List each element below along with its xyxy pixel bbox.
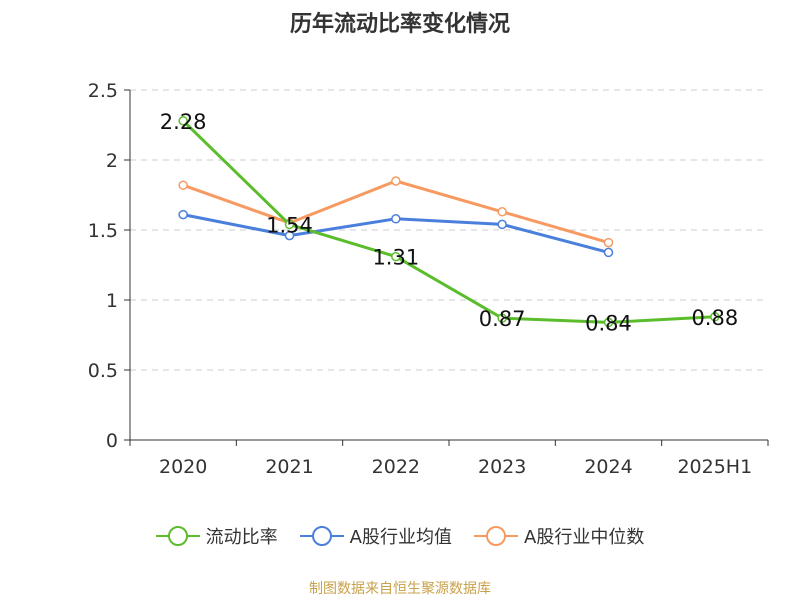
data-label: 1.54 [266, 213, 313, 237]
legend-swatch-icon [474, 526, 518, 546]
legend-item[interactable]: A股行业均值 [299, 523, 452, 549]
legend: 流动比率 A股行业均值 A股行业中位数 [0, 518, 800, 554]
data-label-layer: 2.28 1.54 1.31 0.87 0.84 0.88 [160, 110, 738, 336]
series-point-2 [391, 176, 401, 186]
y-tick-label: 0 [106, 430, 118, 452]
series-point-0 [284, 219, 295, 230]
axis-layer: 0 0.5 1 1.5 2 2.5 2020 2021 2022 2023 2024 2025H1 [88, 80, 769, 478]
data-label: 0.88 [691, 306, 738, 330]
y-tick-label: 1.5 [88, 220, 118, 242]
series-point-0 [178, 116, 188, 126]
data-label: 2.28 [160, 110, 207, 134]
x-tick-label: 2025H1 [677, 456, 752, 478]
series-point-0 [603, 317, 614, 328]
series-point-2 [497, 207, 507, 217]
legend-swatch-icon [155, 526, 200, 546]
source-note: 制图数据来自恒生聚源数据库 [309, 581, 491, 597]
x-tick-label: 2020 [159, 456, 207, 478]
legend-label: 流动比率 [205, 527, 278, 548]
chart-title: 历年流动比率变化情况 [289, 12, 510, 37]
series-point-1 [391, 214, 401, 224]
data-label: 0.84 [585, 311, 632, 335]
series-line-2 [182, 179, 609, 245]
data-label: 0.87 [479, 307, 526, 331]
legend-swatch-icon [299, 526, 344, 546]
series-point-2 [178, 180, 188, 190]
x-tick-label: 2023 [478, 456, 526, 478]
series-layer [178, 116, 720, 328]
y-tick-label: 0.5 [88, 360, 118, 382]
series-point-1 [284, 230, 295, 241]
y-tick-label: 2.5 [88, 80, 118, 102]
series-point-0 [391, 251, 401, 262]
series-point-1 [603, 247, 614, 258]
legend-label: A股行业均值 [349, 527, 452, 548]
data-label: 1.31 [372, 246, 419, 270]
y-tick-label: 1 [106, 290, 118, 312]
x-tick-label: 2022 [372, 456, 420, 478]
legend-label: A股行业中位数 [524, 527, 645, 548]
x-tick-label: 2021 [265, 456, 313, 478]
series-point-0 [497, 313, 507, 323]
legend-item[interactable]: 流动比率 [155, 523, 278, 549]
series-point-0 [710, 312, 720, 322]
series-point-2 [603, 237, 614, 248]
series-point-1 [497, 219, 507, 230]
y-tick-label: 2 [106, 150, 118, 172]
grid-layer [130, 89, 768, 371]
x-tick-label: 2024 [584, 456, 632, 478]
series-point-1 [178, 209, 188, 220]
legend-item[interactable]: A股行业中位数 [474, 523, 644, 549]
series-line-0 [182, 119, 715, 324]
